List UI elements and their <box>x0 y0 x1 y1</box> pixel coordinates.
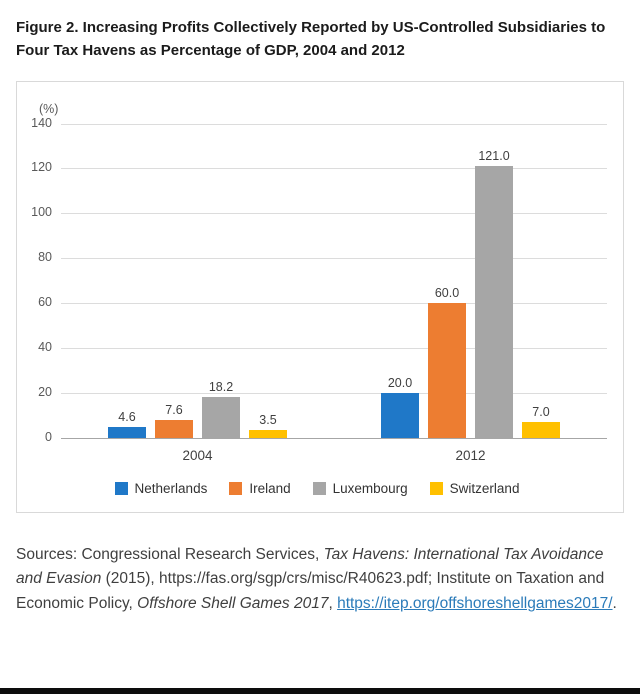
source-text-segment: . <box>612 595 617 613</box>
y-tick-label-120: 120 <box>31 160 52 175</box>
chart-body: 0 20 40 60 80 100 120 140 4.6 7.6 18.2 3.5 20.0 60.0… <box>27 116 607 463</box>
bar-rect-switzerland-2012 <box>522 421 560 438</box>
legend-item-ireland: Ireland <box>229 480 291 496</box>
source-title-italic: Tax Havens: International Tax Avoidance … <box>16 545 604 588</box>
source-text-segment: (2015), https://fas.org/sgp/crs/misc/R40… <box>16 570 605 613</box>
bar-value-label: 60.0 <box>434 285 460 300</box>
bottom-edge-bar <box>0 688 640 694</box>
bar-switzerland-2012: 7.0 <box>522 124 560 438</box>
legend-item-switzerland: Switzerland <box>429 480 520 496</box>
x-category-label-2004: 2004 <box>182 447 213 463</box>
legend-label: Netherlands <box>134 480 208 496</box>
y-tick-label-0: 0 <box>45 429 52 444</box>
bar-rect-luxembourg-2012 <box>475 166 513 438</box>
bar-value-label: 20.0 <box>387 375 413 390</box>
bar-rect-switzerland-2004 <box>249 429 287 438</box>
legend-label: Ireland <box>249 480 291 496</box>
gridline-40 <box>61 347 607 349</box>
gridline-100 <box>61 213 607 215</box>
gridline-80 <box>61 258 607 260</box>
bar-groups: 4.6 7.6 18.2 3.5 20.0 60.0 121.0 7.0 <box>61 124 607 438</box>
bar-value-label: 7.0 <box>532 404 550 419</box>
bar-netherlands-2012: 20.0 <box>381 124 419 438</box>
sources-text: Sources: Congressional Research Services… <box>16 543 624 617</box>
bar-rect-netherlands-2004 <box>108 427 146 438</box>
bar-value-label: 4.6 <box>118 410 136 425</box>
bar-rect-netherlands-2012 <box>381 392 419 438</box>
legend: Netherlands Ireland Luxembourg Switzerland <box>27 481 607 496</box>
gridline-120 <box>61 168 607 170</box>
source-text-segment: , <box>328 595 338 613</box>
y-tick-label-40: 40 <box>38 339 52 354</box>
y-axis-labels: 0 20 40 60 80 100 120 140 <box>27 116 61 444</box>
itep-link[interactable]: https://itep.org/offshoreshellgames2017/ <box>337 595 613 613</box>
source-text-segment: Sources: Congressional Research Services… <box>16 545 324 563</box>
source-title-italic: Offshore Shell Games 2017 <box>137 595 329 613</box>
bar-value-label: 7.6 <box>165 403 183 418</box>
legend-label: Switzerland <box>449 480 520 496</box>
bar-group-2012: 20.0 60.0 121.0 7.0 <box>334 124 607 438</box>
legend-item-netherlands: Netherlands <box>114 480 208 496</box>
legend-swatch-switzerland <box>429 481 443 495</box>
plot-area: 4.6 7.6 18.2 3.5 20.0 60.0 121.0 7.0 <box>61 123 607 439</box>
y-tick-label-60: 60 <box>38 294 52 309</box>
bar-group-2004: 4.6 7.6 18.2 3.5 <box>61 124 334 438</box>
legend-item-luxembourg: Luxembourg <box>312 480 408 496</box>
bar-rect-ireland-2004 <box>155 420 193 438</box>
bar-rect-luxembourg-2004 <box>202 396 240 438</box>
gridline-140 <box>61 123 607 125</box>
chart-panel: (%) 0 20 40 60 80 100 120 140 4.6 7.6 18.2 3.5 20.0… <box>16 80 624 513</box>
bar-luxembourg-2004: 18.2 <box>202 124 240 438</box>
bar-ireland-2012: 60.0 <box>428 124 466 438</box>
y-tick-label-20: 20 <box>38 384 52 399</box>
y-tick-label-80: 80 <box>38 250 52 265</box>
bar-ireland-2004: 7.6 <box>155 124 193 438</box>
page: Figure 2. Increasing Profits Collectivel… <box>0 19 640 694</box>
bar-netherlands-2004: 4.6 <box>108 124 146 438</box>
gridline-0 <box>61 437 607 439</box>
y-tick-label-140: 140 <box>31 115 52 130</box>
x-category-label-2012: 2012 <box>455 447 486 463</box>
y-tick-label-100: 100 <box>31 205 52 220</box>
bar-luxembourg-2012: 121.0 <box>475 124 513 438</box>
plot-wrap: 4.6 7.6 18.2 3.5 20.0 60.0 121.0 7.0 2004 2012 <box>61 123 607 463</box>
legend-swatch-ireland <box>229 481 243 495</box>
gridline-60 <box>61 302 607 304</box>
legend-swatch-luxembourg <box>312 481 326 495</box>
gridline-20 <box>61 392 607 394</box>
legend-swatch-netherlands <box>114 481 128 495</box>
figure-title: Figure 2. Increasing Profits Collectivel… <box>16 19 606 60</box>
x-axis-labels: 2004 2012 <box>61 438 607 463</box>
bar-rect-ireland-2012 <box>428 302 466 438</box>
bar-value-label: 18.2 <box>208 379 234 394</box>
bar-value-label: 121.0 <box>478 149 510 164</box>
bar-switzerland-2004: 3.5 <box>249 124 287 438</box>
bar-value-label: 3.5 <box>259 412 277 427</box>
legend-label: Luxembourg <box>332 480 408 496</box>
y-axis-unit-label: (%) <box>39 101 59 116</box>
